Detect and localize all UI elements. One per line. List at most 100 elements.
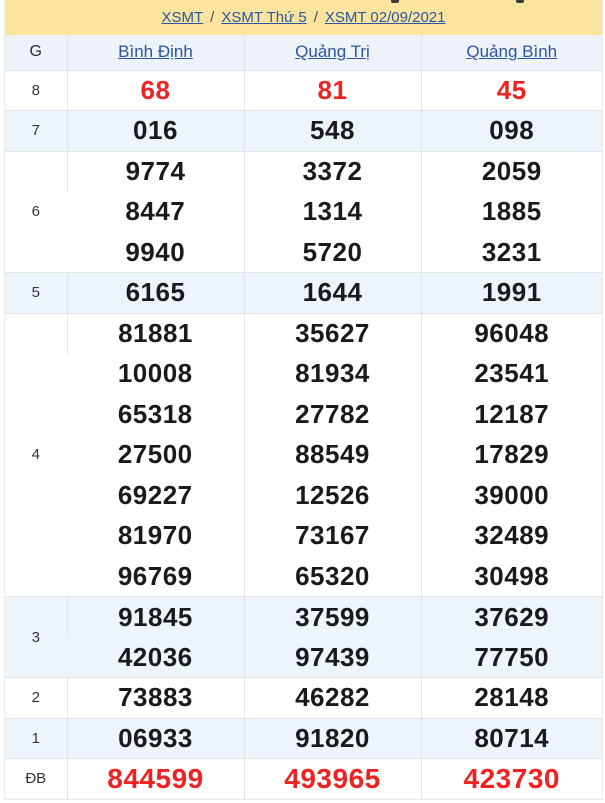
result-number: 17829	[420, 434, 602, 475]
quang-binh-link[interactable]: Quảng Bình	[466, 42, 558, 62]
result-number: 6165	[66, 272, 244, 313]
result-number: 016	[66, 110, 244, 151]
breadcrumb-separator: /	[210, 9, 215, 26]
result-number: 69227	[67, 475, 244, 516]
prize-label-4: 4	[5, 312, 67, 597]
result-number: 3231	[420, 232, 602, 273]
prize-row-4: 96769 65320 30498	[5, 556, 602, 597]
result-number: 1644	[243, 272, 421, 313]
col-header-g: G	[5, 35, 67, 71]
result-number: 06933	[66, 717, 244, 759]
result-number: 46282	[243, 677, 421, 718]
breadcrumb: XSMT / XSMT Thứ 5 / XSMT 02/09/2021	[5, 0, 602, 35]
result-number: 39000	[420, 475, 602, 516]
result-number: 35627	[243, 312, 421, 354]
result-number: 30498	[420, 556, 602, 597]
result-number: 65320	[243, 556, 421, 597]
result-number: 96048	[420, 312, 602, 354]
result-number: 3372	[243, 150, 421, 192]
prize-row-4: 10008 81934 23541	[5, 353, 602, 394]
prize-row-2: 2 73883 46282 28148	[5, 677, 602, 718]
result-number: 12526	[243, 475, 421, 516]
result-number: 81	[243, 69, 421, 111]
result-number: 77750	[420, 637, 602, 678]
prize-label-5: 5	[5, 272, 67, 313]
breadcrumb-separator: /	[313, 9, 318, 26]
result-number: 098	[420, 110, 602, 151]
result-number: 27782	[243, 394, 421, 435]
prize-label-6: 6	[5, 150, 67, 273]
result-number: 73883	[66, 677, 244, 718]
prize-label-ĐB: ĐB	[5, 758, 67, 799]
lottery-results-table: G Bình Định Quảng Trị Quảng Bình 8 68 81 45…	[5, 35, 602, 800]
result-number: 5720	[243, 232, 421, 273]
result-number: 97439	[243, 637, 421, 678]
prize-label-8: 8	[5, 69, 67, 111]
prize-row-4: 27500 88549 17829	[5, 434, 602, 475]
prize-row-8: 8 68 81 45	[5, 69, 602, 111]
prize-label-2: 2	[5, 677, 67, 718]
breadcrumb-link-xsmt[interactable]: XSMT	[161, 9, 204, 26]
quang-tri-link[interactable]: Quảng Trị	[295, 42, 370, 62]
result-number: 81881	[66, 312, 244, 354]
result-number: 88549	[243, 434, 421, 475]
prize-row-4: 65318 27782 12187	[5, 394, 602, 435]
binh-dinh-link[interactable]: Bình Định	[118, 42, 193, 62]
result-number: 8447	[67, 191, 244, 232]
result-number: 493965	[243, 758, 421, 799]
clipped-title-glyph	[391, 0, 399, 3]
result-number: 37629	[420, 596, 602, 637]
result-number: 12187	[420, 394, 602, 435]
result-number: 91820	[243, 717, 421, 759]
result-number: 23541	[420, 353, 602, 394]
prize-row-4: 81970 73167 32489	[5, 515, 602, 556]
result-number: 1885	[420, 191, 602, 232]
result-number: 37599	[243, 596, 421, 637]
result-number: 2059	[420, 150, 602, 192]
breadcrumb-link-xsmt-date[interactable]: XSMT 02/09/2021	[324, 9, 446, 26]
col-header-quang-binh: Quảng Bình	[420, 35, 602, 71]
prize-row-ĐB: ĐB 844599 493965 423730	[5, 758, 602, 799]
result-number: 81934	[243, 353, 421, 394]
table-body: 8 68 81 45 7 016 548 098 6 9774 3372 2059 8447 1314 18…	[5, 69, 602, 799]
result-number: 68	[66, 69, 244, 111]
prize-row-4: 4 81881 35627 96048	[5, 312, 602, 597]
result-number: 28148	[420, 677, 602, 718]
prize-row-3: 3 91845 37599 37629	[5, 596, 602, 678]
result-number: 9774	[66, 150, 244, 192]
result-number: 1991	[420, 272, 602, 313]
result-number: 80714	[420, 717, 602, 759]
result-number: 96769	[67, 556, 244, 597]
result-number: 9940	[67, 232, 244, 273]
prize-row-6: 6 9774 3372 2059	[5, 150, 602, 273]
prize-row-1: 1 06933 91820 80714	[5, 717, 602, 759]
result-number: 65318	[67, 394, 244, 435]
clipped-title-glyph	[516, 0, 524, 3]
result-number: 1314	[243, 191, 421, 232]
prize-row-6: 8447 1314 1885	[5, 191, 602, 232]
result-number: 423730	[420, 758, 602, 799]
result-number: 844599	[66, 758, 244, 799]
table-header-row: G Bình Định Quảng Trị Quảng Bình	[5, 35, 602, 71]
result-number: 10008	[67, 353, 244, 394]
result-number: 73167	[243, 515, 421, 556]
prize-row-4: 69227 12526 39000	[5, 475, 602, 516]
result-number: 45	[420, 69, 602, 111]
col-header-quang-tri: Quảng Trị	[243, 35, 421, 71]
col-header-binh-dinh: Bình Định	[66, 35, 244, 71]
result-number: 42036	[67, 637, 244, 678]
result-number: 81970	[67, 515, 244, 556]
breadcrumb-link-xsmt-thu-5[interactable]: XSMT Thứ 5	[221, 9, 307, 26]
results-panel: XSMT / XSMT Thứ 5 / XSMT 02/09/2021 G Bì…	[4, 0, 603, 800]
prize-label-7: 7	[5, 110, 67, 151]
result-number: 548	[243, 110, 421, 151]
prize-label-1: 1	[5, 717, 67, 759]
prize-row-6: 9940 5720 3231	[5, 232, 602, 273]
prize-row-5: 5 6165 1644 1991	[5, 272, 602, 313]
result-number: 27500	[67, 434, 244, 475]
prize-row-7: 7 016 548 098	[5, 110, 602, 151]
prize-label-3: 3	[5, 596, 67, 678]
prize-row-3: 42036 97439 77750	[5, 637, 602, 678]
result-number: 32489	[420, 515, 602, 556]
result-number: 91845	[66, 596, 244, 637]
